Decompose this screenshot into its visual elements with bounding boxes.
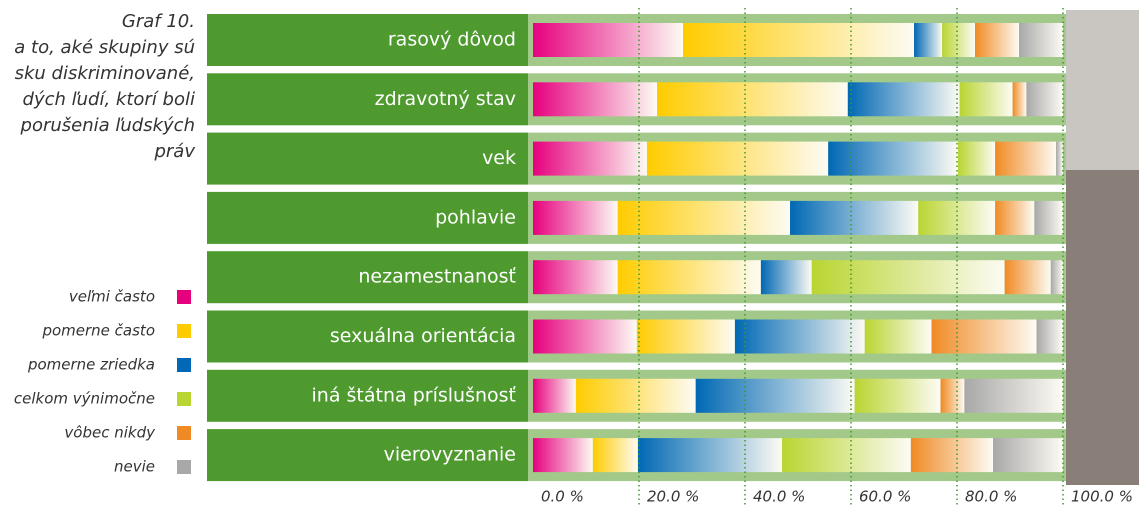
bar-segment [964,378,1063,413]
category-band [207,132,528,185]
bar-segment [592,438,638,473]
bar-segment [1019,23,1063,57]
bar-segment [995,200,1035,235]
bar-segment [993,438,1063,473]
bar-segment [828,141,959,176]
x-tick-label: 20.0 % [647,488,699,506]
bar-segment [790,200,919,235]
chart-title: Graf 10. [122,11,195,32]
category-label: rasový dôvod [388,29,516,51]
bar-segment [533,200,618,235]
category-label: vek [482,147,516,169]
chart-title: porušenia ľudských [20,115,195,136]
bar-segment [636,319,735,354]
legend-label: nevie [114,458,155,476]
category-label: zdravotný stav [375,88,516,110]
bar-segment [914,23,943,57]
bar-segment [533,378,576,413]
bar-segment [811,260,1005,295]
category-band [207,191,528,244]
bar-segment [1004,260,1051,295]
bar-segment [760,260,812,295]
category-label: vierovyznanie [384,444,516,466]
chart-title: a to, aké skupiny sú [14,37,195,58]
legend-swatch [177,290,191,304]
chart-title: práv [153,141,195,162]
bar-segment [1034,200,1063,235]
bar-segment [1012,82,1027,117]
bar-segment [1036,319,1063,354]
category-label: iná štátna príslušnosť [312,384,517,406]
category-band [207,251,528,304]
x-tick-label: 40.0 % [753,488,805,506]
chart-title: sku diskriminované, [15,63,195,84]
bar-segment [575,378,696,413]
bar-segment [533,260,618,295]
bar-segment [657,82,848,117]
bar-segment [1050,260,1063,295]
chart-title: dých ľudí, ktorí boli [23,89,195,110]
legend-swatch [177,426,191,440]
bar-segment [617,200,791,235]
bar-segment [931,319,1037,354]
legend-swatch [177,358,191,372]
bar-segment [940,378,965,413]
category-band [207,14,528,66]
bar-segment [995,141,1057,176]
photo-part [1066,10,1139,170]
category-band [207,73,528,126]
legend-label: pomerne zriedka [27,356,155,374]
bar-segment [942,23,976,57]
category-band [207,429,528,482]
bar-segment [910,438,994,473]
bar-segment [782,438,911,473]
legend-swatch [177,392,191,406]
bar-segment [533,319,637,354]
bar-segment [958,141,996,176]
legend-label: pomerne často [41,322,155,340]
category-band [207,310,528,363]
category-label: nezamestnanosť [358,266,516,288]
bar-segment [533,82,658,117]
bar-segment [1026,82,1063,117]
bar-segment [646,141,829,176]
x-tick-label: 80.0 % [965,488,1017,506]
x-tick-label: 100.0 % [1071,488,1133,506]
legend-label: vôbec nikdy [64,424,156,442]
bar-segment [533,141,647,176]
bar-segment [533,438,593,473]
category-band [207,369,528,422]
bar-segment [854,378,941,413]
legend-label: veľmi často [69,288,155,306]
bar-segment [682,23,915,57]
bar-segment [637,438,783,473]
legend-label: celkom výnimočne [14,390,155,408]
legend-swatch [177,460,191,474]
x-tick-label: 60.0 % [859,488,911,506]
bar-segment [864,319,932,354]
x-tick-label: 0.0 % [541,488,584,506]
bar-segment [617,260,761,295]
bar-segment [1056,141,1063,176]
bar-segment [533,23,683,57]
bar-segment [847,82,960,117]
category-label: sexuálna orientácia [330,325,516,347]
bar-segment [734,319,865,354]
legend-swatch [177,324,191,338]
bar-segment [959,82,1013,117]
category-label: pohlavie [435,206,516,228]
bar-segment [695,378,855,413]
bar-segment [975,23,1020,57]
